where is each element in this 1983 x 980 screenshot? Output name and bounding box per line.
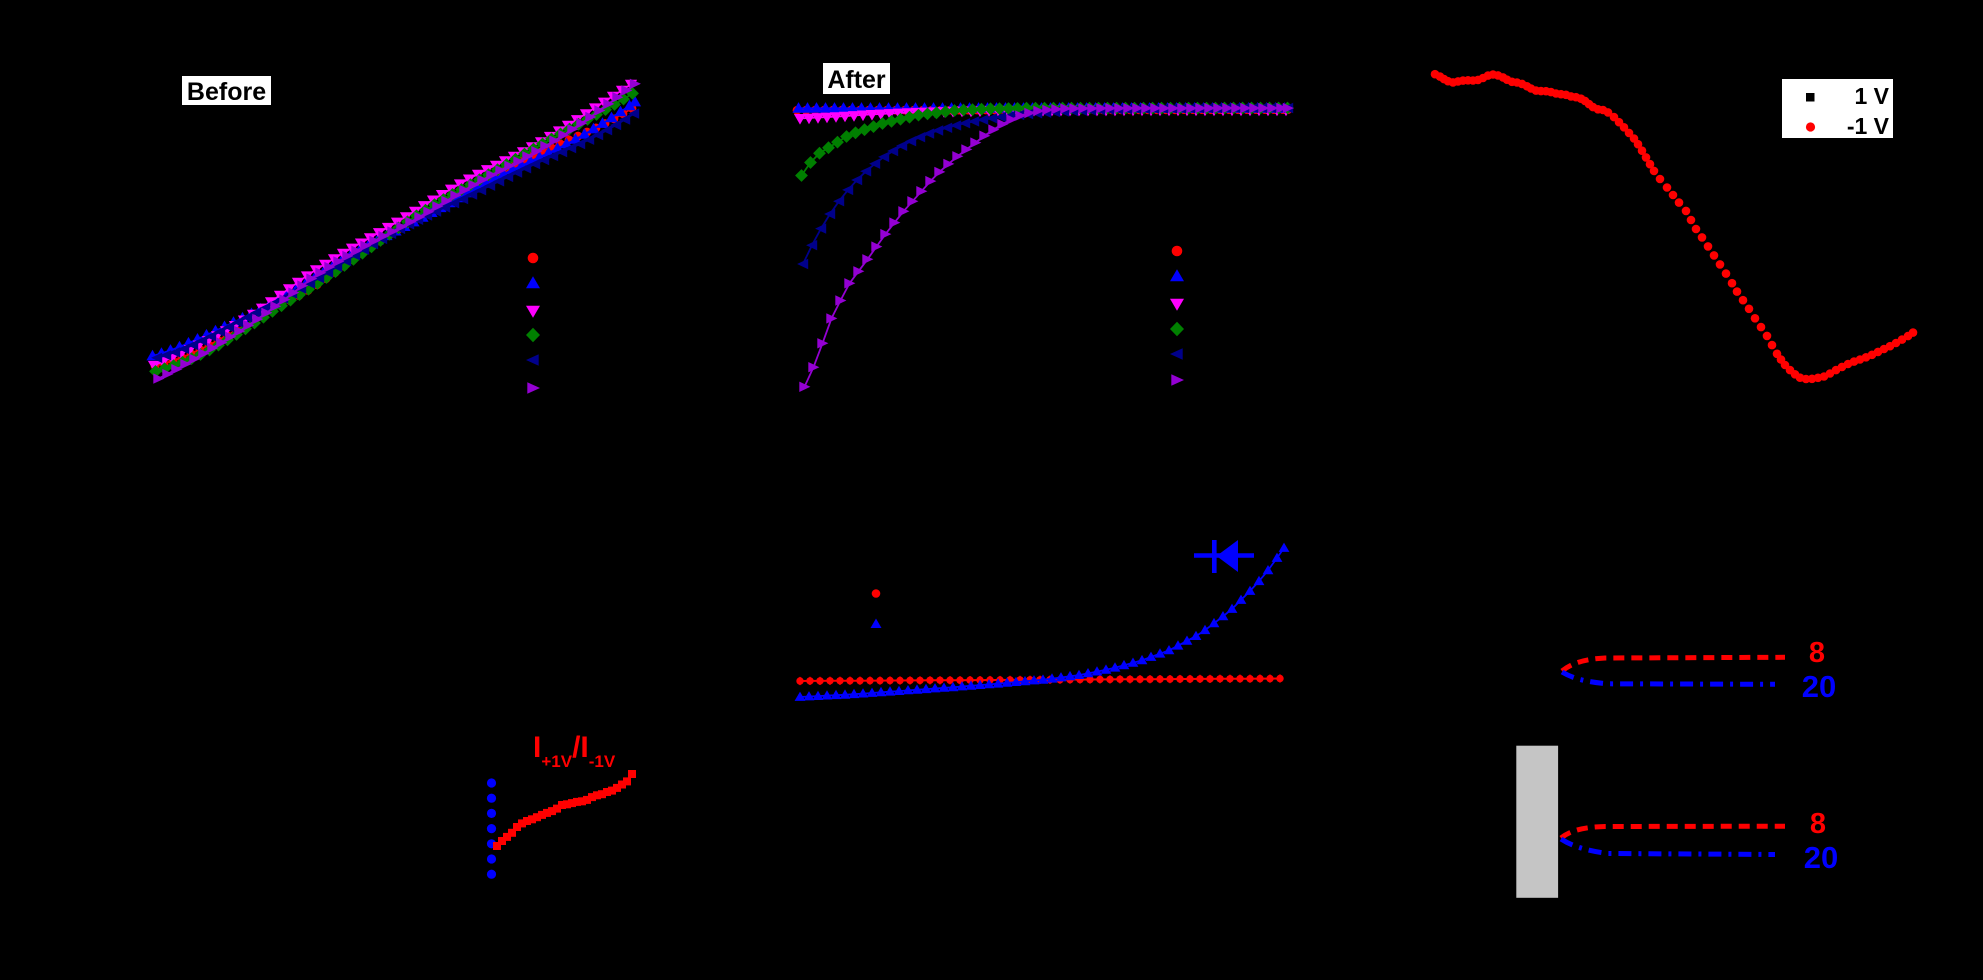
svg-text:8: 8 bbox=[1810, 808, 1826, 840]
svg-text:Before: Before bbox=[187, 78, 266, 106]
svg-text:1 V: 1 V bbox=[1854, 83, 1889, 109]
svg-text:-1 V: -1 V bbox=[1847, 113, 1890, 139]
svg-text:After: After bbox=[827, 66, 886, 94]
svg-text:8: 8 bbox=[1809, 637, 1825, 669]
svg-text:20: 20 bbox=[1802, 669, 1836, 704]
svg-text:20: 20 bbox=[1804, 840, 1838, 875]
